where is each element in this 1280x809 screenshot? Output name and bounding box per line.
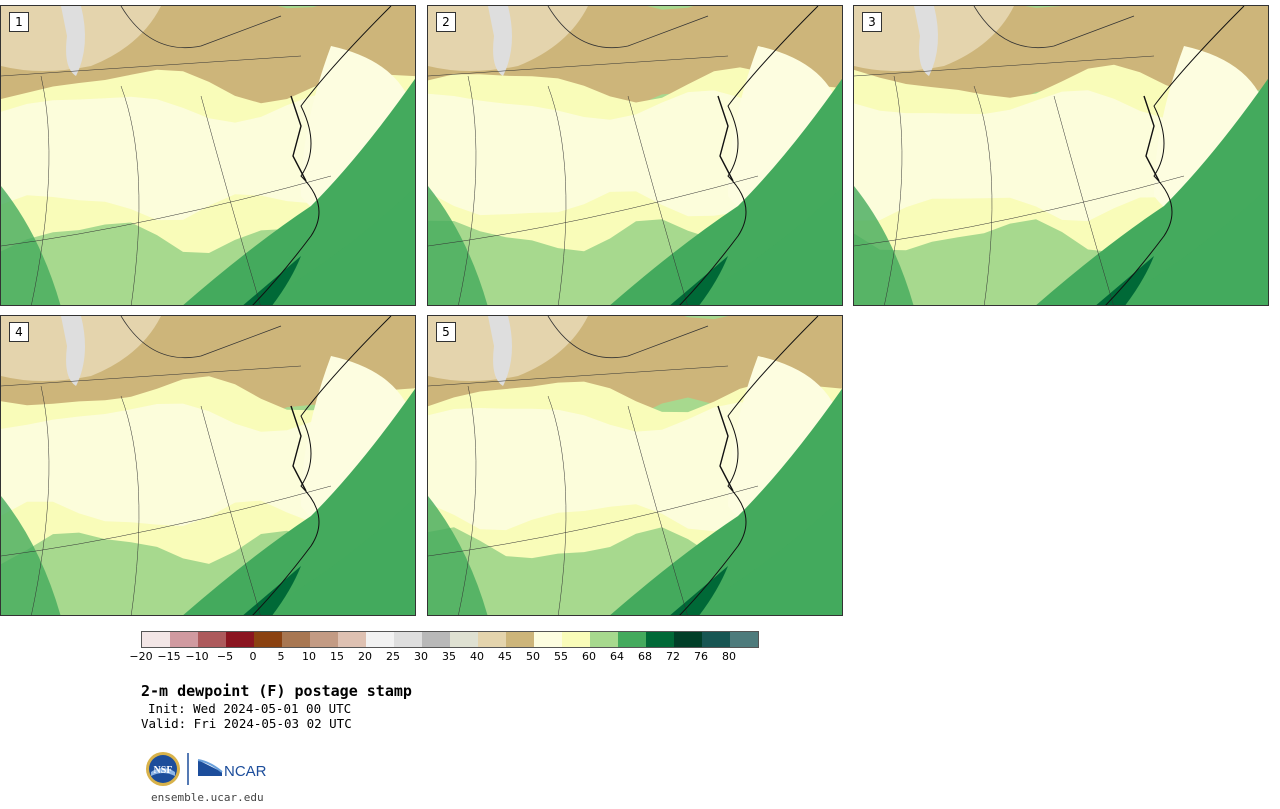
colorbar-swatch [618, 632, 646, 647]
dewpoint-map [428, 6, 842, 305]
colorbar-swatch [590, 632, 618, 647]
colorbar-tick-label: 72 [666, 650, 680, 663]
colorbar-swatch [338, 632, 366, 647]
panel-member-label: 5 [436, 322, 456, 342]
colorbar-tick-label: 64 [610, 650, 624, 663]
map-title: 2-m dewpoint (F) postage stamp [141, 682, 412, 700]
postage-stamp-panel: 5 [427, 315, 843, 616]
colorbar-swatch [226, 632, 254, 647]
valid-time: Valid: Fri 2024-05-03 02 UTC [141, 716, 352, 731]
postage-stamp-panel: 1 [0, 5, 416, 306]
colorbar-tick-label: 10 [302, 650, 316, 663]
colorbar-swatch [310, 632, 338, 647]
dewpoint-map [1, 316, 415, 615]
colorbar-tick-label: 60 [582, 650, 596, 663]
colorbar-tick-label: 5 [277, 650, 285, 663]
colorbar-tick-label: 55 [554, 650, 568, 663]
colorbar-swatch [478, 632, 506, 647]
colorbar-tick-labels: −20 −15 −10 −5 0 5 10 15 20 25 30 35 40 45 50 55 60 64 68 7… [129, 650, 761, 666]
colorbar-tick-label: 25 [386, 650, 400, 663]
dewpoint-map [428, 316, 842, 615]
nsf-logo-icon: NSF [146, 752, 180, 786]
colorbar-tick-label: −5 [216, 650, 234, 663]
postage-stamp-panel: 3 [853, 5, 1269, 306]
colorbar-swatch [730, 632, 758, 647]
ensemble-url[interactable]: ensemble.ucar.edu [151, 791, 264, 804]
colorbar-tick-label: −15 [157, 650, 181, 663]
colorbar-swatch [142, 632, 170, 647]
dewpoint-map [1, 6, 415, 305]
colorbar-tick-label: −20 [129, 650, 153, 663]
colorbar-tick-label: 40 [470, 650, 484, 663]
dewpoint-colorbar [141, 631, 759, 648]
ncar-logo-text: NCAR [224, 763, 267, 780]
colorbar-tick-label: 50 [526, 650, 540, 663]
dewpoint-map [854, 6, 1268, 305]
colorbar-tick-label: 68 [638, 650, 652, 663]
colorbar-swatch [702, 632, 730, 647]
panel-member-label: 2 [436, 12, 456, 32]
colorbar-tick-label: −10 [185, 650, 209, 663]
colorbar-tick-label: 80 [722, 650, 736, 663]
colorbar-swatch [394, 632, 422, 647]
colorbar-tick-label: 30 [414, 650, 428, 663]
colorbar-swatch [450, 632, 478, 647]
colorbar-swatch [282, 632, 310, 647]
colorbar-swatch [422, 632, 450, 647]
ncar-logo-icon: NCAR [197, 759, 267, 780]
panel-member-label: 3 [862, 12, 882, 32]
colorbar-swatch [674, 632, 702, 647]
postage-stamp-panel: 4 [0, 315, 416, 616]
colorbar-swatch [198, 632, 226, 647]
nsf-logo-text: NSF [154, 765, 173, 776]
colorbar-tick-label: 0 [249, 650, 257, 663]
colorbar-tick-label: 35 [442, 650, 456, 663]
postage-stamp-panel: 2 [427, 5, 843, 306]
colorbar-tick-label: 76 [694, 650, 708, 663]
colorbar-swatch [254, 632, 282, 647]
colorbar-swatch [562, 632, 590, 647]
init-time: Init: Wed 2024-05-01 00 UTC [148, 701, 352, 716]
panel-member-label: 4 [9, 322, 29, 342]
colorbar-swatch [366, 632, 394, 647]
nsf-ncar-logos: NSF NCAR [146, 752, 267, 786]
colorbar-swatch [534, 632, 562, 647]
colorbar-swatch [646, 632, 674, 647]
colorbar-tick-label: 45 [498, 650, 512, 663]
colorbar-swatch [170, 632, 198, 647]
colorbar-tick-label: 15 [330, 650, 344, 663]
panel-member-label: 1 [9, 12, 29, 32]
colorbar-swatch [506, 632, 534, 647]
colorbar-tick-label: 20 [358, 650, 372, 663]
